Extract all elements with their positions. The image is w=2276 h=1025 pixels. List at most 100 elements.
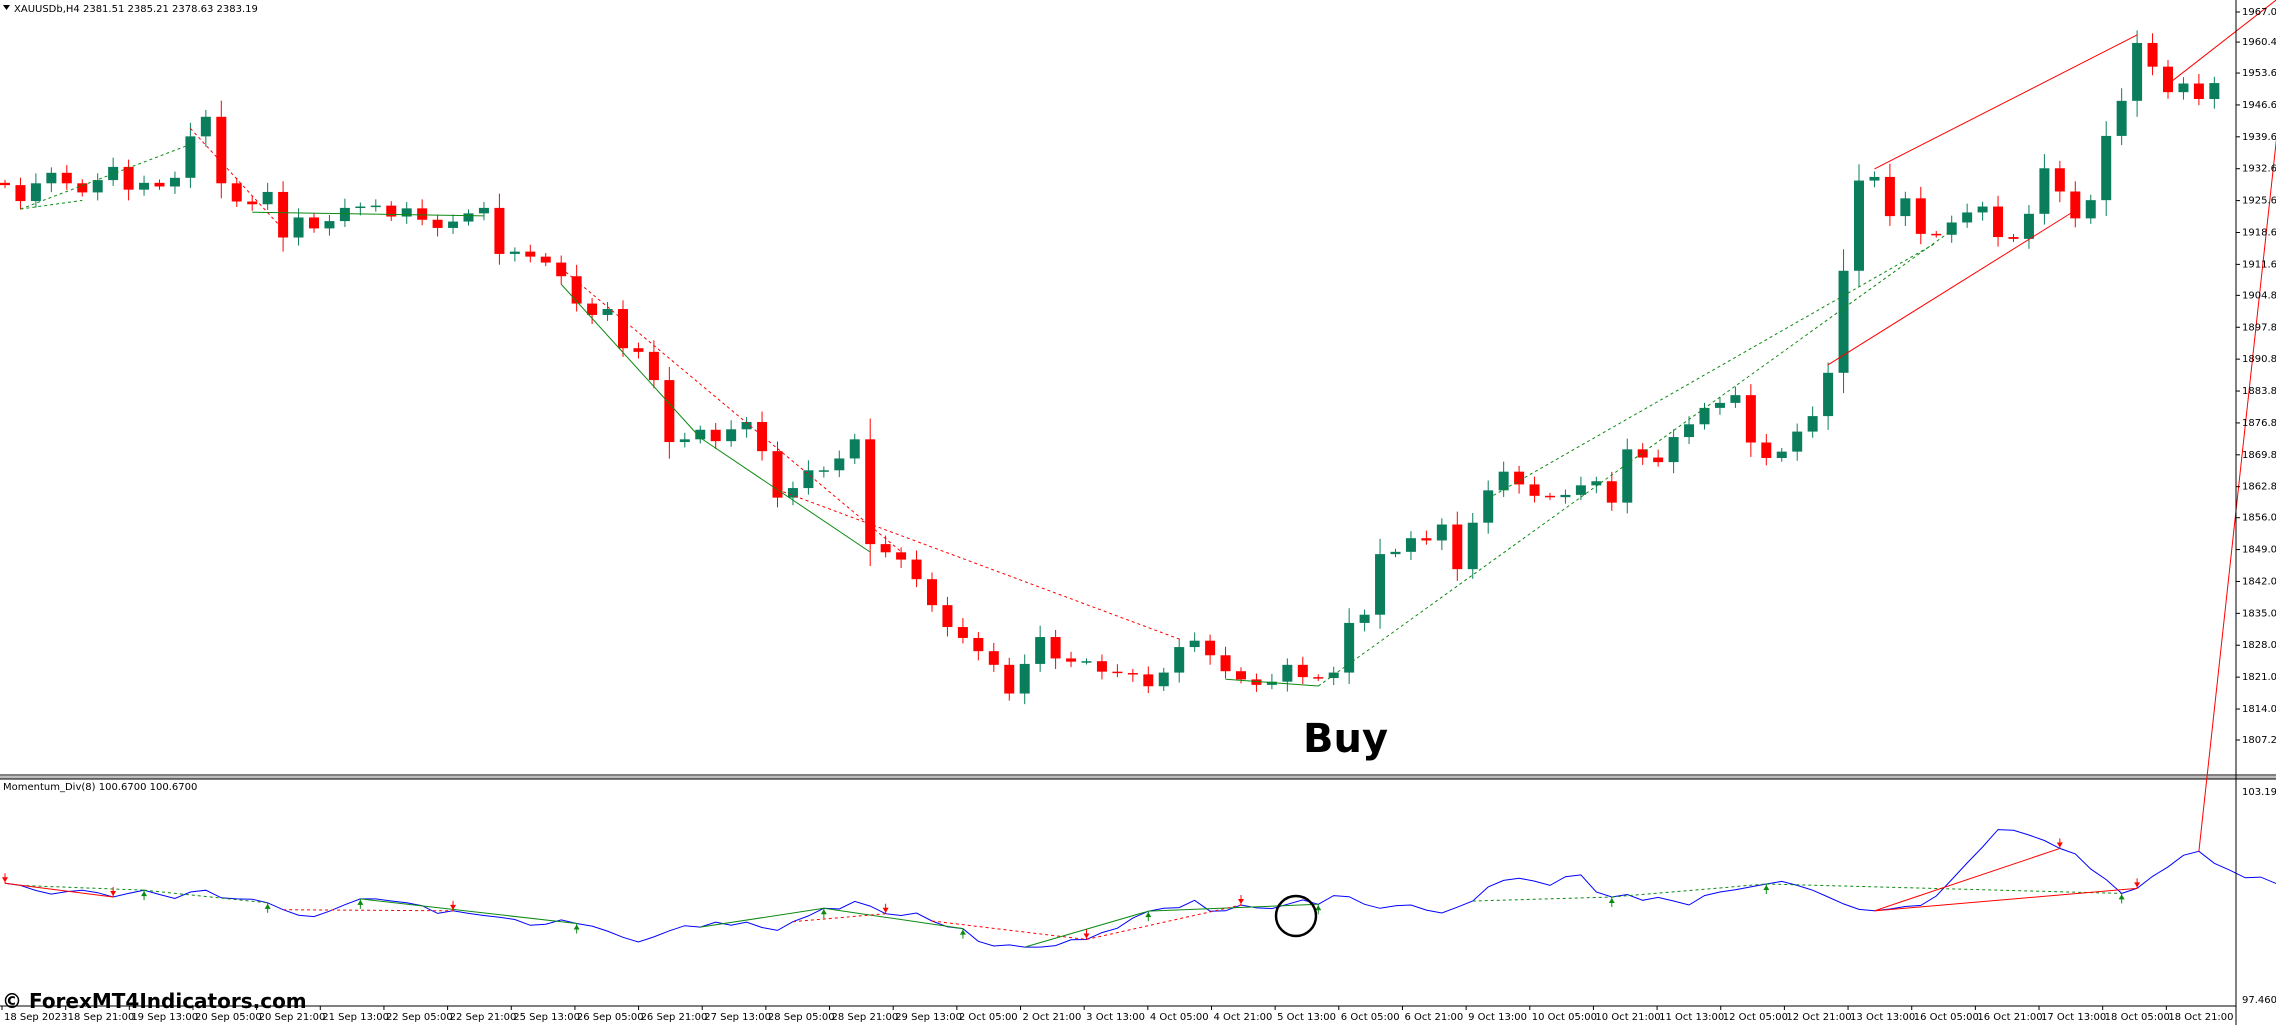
bull-candle [1483, 490, 1494, 523]
price-tick-label: 1869.80 [2242, 450, 2276, 461]
bull-candle [1807, 416, 1818, 432]
bear-candle [417, 208, 428, 220]
bear-candle [911, 559, 922, 580]
bear-candle [1096, 661, 1107, 672]
bull-candle [1405, 538, 1416, 552]
bear-candle [1205, 640, 1216, 656]
divergence-line [1874, 847, 2061, 912]
price-tick-label: 1904.80 [2242, 290, 2276, 301]
bull-candle [1359, 614, 1370, 623]
bear-candle [61, 172, 72, 184]
price-tick-label: 1821.00 [2242, 672, 2276, 683]
price-tick-label: 1939.60 [2242, 132, 2276, 143]
dashed-divergence-line [931, 920, 1087, 940]
price-tick-label: 1967.00 [2242, 7, 2276, 18]
bear-candle [710, 429, 721, 442]
bull-candle [1622, 449, 1633, 503]
time-tick-label: 13 Oct 13:00 [1850, 1012, 1915, 1023]
bear-candle [2193, 83, 2204, 100]
dashed-divergence-line [190, 128, 284, 230]
bull-candle [1344, 622, 1355, 673]
bull-candle [139, 182, 150, 190]
momentum-series-line [4, 829, 2276, 948]
bear-candle [2054, 168, 2065, 192]
bear-candle [1220, 655, 1231, 672]
time-tick-label: 18 Oct 21:00 [2168, 1012, 2233, 1023]
divergence-line [252, 211, 484, 217]
divergence-line [360, 898, 577, 925]
bear-candle [1653, 457, 1664, 463]
divergence-line [1827, 209, 2076, 366]
panel-separator[interactable] [0, 776, 2276, 779]
divergence-line [4, 882, 114, 898]
bear-candle [1745, 395, 1756, 443]
bull-candle [46, 172, 57, 184]
bear-candle [1143, 674, 1154, 687]
time-tick-label: 3 Oct 13:00 [1086, 1012, 1145, 1023]
dashed-divergence-line [1317, 230, 1952, 687]
time-tick-label: 2 Oct 21:00 [1023, 1012, 1082, 1023]
bear-candle [973, 637, 984, 652]
bear-candle [0, 182, 10, 186]
bear-candle [247, 201, 258, 205]
bear-candle [1251, 679, 1262, 685]
bull-candle [448, 221, 459, 228]
time-tick-label: 28 Sep 05:00 [768, 1012, 835, 1023]
bull-candle [1962, 212, 1973, 223]
time-tick-label: 18 Oct 05:00 [2105, 1012, 2170, 1023]
bull-candle [1189, 640, 1200, 648]
bull-candle [834, 458, 845, 471]
divergence-line [560, 283, 701, 439]
time-tick-label: 17 Oct 13:00 [2041, 1012, 2106, 1023]
time-tick-label: 22 Sep 05:00 [386, 1012, 453, 1023]
bull-candle [1977, 206, 1988, 213]
bear-candle [1313, 677, 1324, 679]
time-tick-label: 9 Oct 13:00 [1468, 1012, 1527, 1023]
dashed-divergence-line [1086, 904, 1242, 940]
bull-candle [339, 207, 350, 222]
bear-candle [1050, 637, 1061, 659]
price-tick-label: 1856.00 [2242, 513, 2276, 524]
time-tick-label: 18 Sep 2023 [4, 1012, 67, 1023]
bear-candle [865, 439, 876, 545]
dashed-divergence-line [20, 884, 145, 891]
bull-candle [602, 309, 613, 315]
divergence-line [2198, 138, 2276, 852]
bull-candle [1035, 637, 1046, 664]
collapse-triangle-icon[interactable] [3, 5, 10, 10]
bull-candle [401, 208, 412, 217]
time-tick-label: 22 Sep 21:00 [450, 1012, 517, 1023]
dashed-divergence-line [1487, 242, 1937, 499]
bear-candle [1637, 449, 1648, 458]
bull-candle [818, 470, 829, 472]
dashed-divergence-line [283, 909, 454, 912]
divergence-line [1874, 887, 2138, 912]
bear-candle [1236, 671, 1246, 680]
divergence-line [1874, 34, 2138, 170]
indicator-tick-label: 103.1966 [2242, 787, 2276, 798]
bull-candle [1081, 661, 1092, 663]
divergence-line [700, 907, 824, 928]
bull-candle [741, 422, 752, 430]
time-tick-label: 6 Oct 21:00 [1404, 1012, 1463, 1023]
bear-candle [15, 185, 26, 202]
price-tick-label: 1953.60 [2242, 68, 2276, 79]
bull-candle [1946, 222, 1957, 235]
divergence-line [823, 907, 963, 930]
candlestick-series [0, 30, 2220, 705]
bull-candle [695, 429, 706, 440]
dashed-divergence-line [560, 267, 902, 552]
bull-candle [849, 439, 860, 459]
bear-candle [618, 309, 628, 349]
bear-candle [1066, 658, 1077, 662]
price-tick-label: 1946.60 [2242, 100, 2276, 111]
bull-candle [1390, 551, 1401, 555]
bear-candle [927, 579, 937, 606]
time-tick-label: 26 Sep 05:00 [577, 1012, 644, 1023]
indicator-title: Momentum_Div(8) 100.6700 100.6700 [3, 782, 197, 793]
price-tick-label: 1925.60 [2242, 196, 2276, 207]
time-tick-label: 12 Oct 05:00 [1723, 1012, 1788, 1023]
bear-candle [231, 183, 242, 202]
price-tick-label: 1876.80 [2242, 418, 2276, 429]
